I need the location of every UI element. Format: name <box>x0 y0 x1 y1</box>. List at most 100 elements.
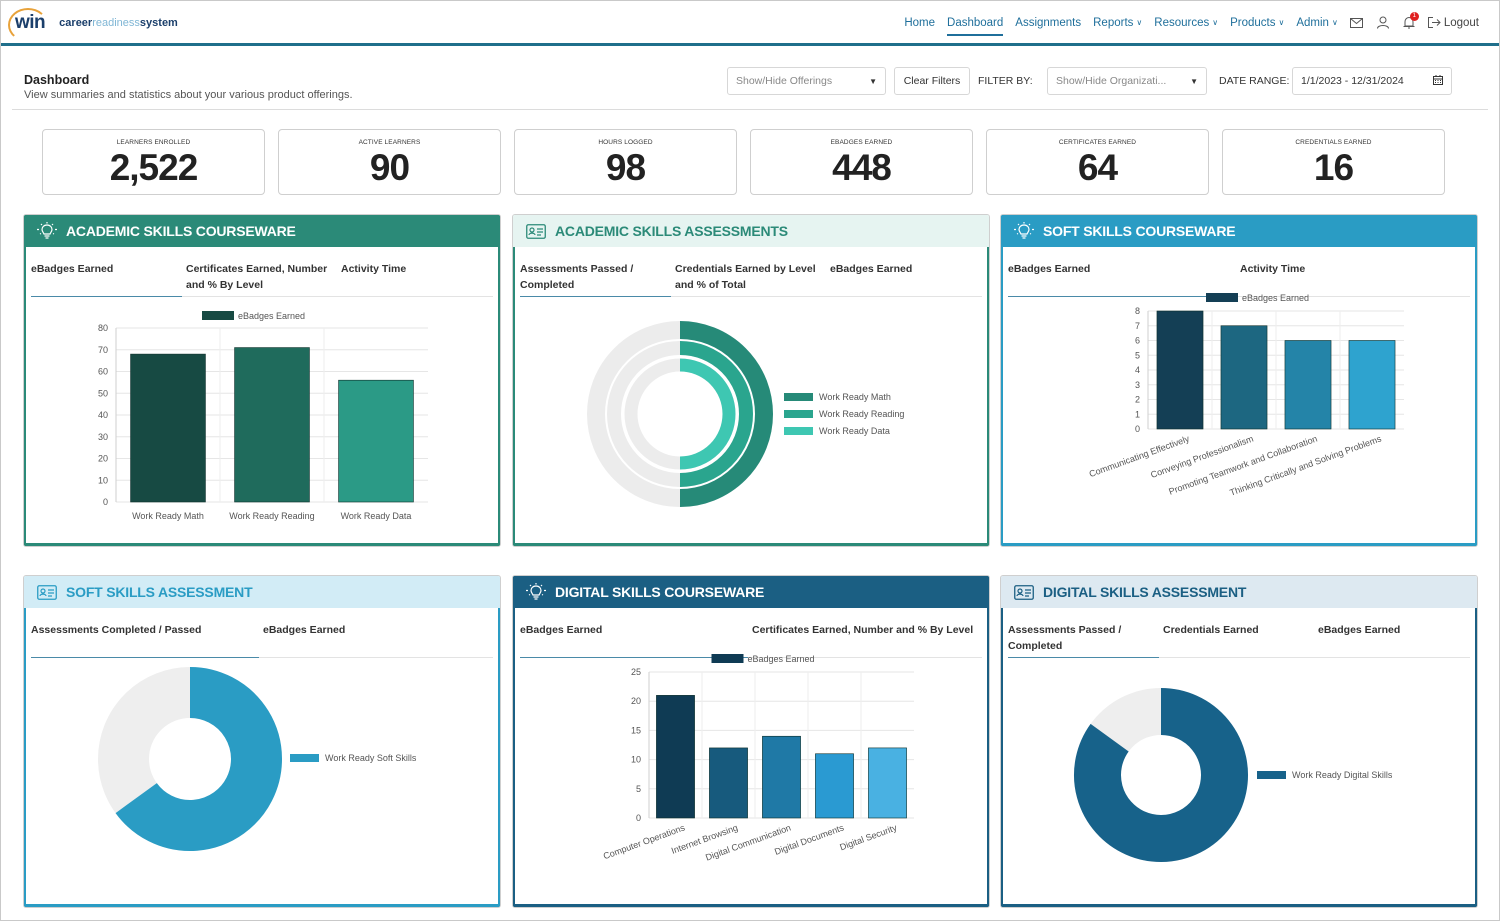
y-tick-label: 2 <box>1135 395 1140 405</box>
ring-segment <box>679 358 736 470</box>
tab-assessments-passed[interactable]: Assessments Passed / Completed <box>1008 622 1159 658</box>
x-tick-label: Digital Security <box>838 822 898 852</box>
academic-courseware-chart: 0 10 20 30 40 50 60 70 80 Work Ready Math Work Rea… <box>98 311 428 521</box>
nav-dashboard[interactable]: Dashboard <box>947 1 1004 44</box>
tab-ebadges-earned[interactable]: eBadges Earned <box>263 624 346 636</box>
legend-swatch <box>784 410 813 418</box>
y-tick-label: 0 <box>636 813 641 823</box>
tab-activity-time[interactable]: Activity Time <box>1240 263 1306 275</box>
tab-ebadges-earned[interactable]: eBadges Earned <box>1318 624 1401 636</box>
tab-ebadges-earned[interactable]: eBadges Earned <box>830 263 913 275</box>
panel-digital-courseware: DIGITAL SKILLS COURSEWARE eBadges Earned… <box>512 575 990 908</box>
tab-assessments-passed[interactable]: Assessments Passed / Completed <box>520 261 671 297</box>
y-tick-label: 0 <box>103 497 108 507</box>
logout-icon <box>1427 17 1441 28</box>
id-card-icon <box>525 222 547 240</box>
bar <box>338 379 414 503</box>
tab-credentials-earned[interactable]: Credentials Earned by Level and % of Tot… <box>675 263 816 291</box>
x-tick-label: Work Ready Data <box>341 511 412 521</box>
lightbulb-icon <box>525 583 547 601</box>
panel-tabs: Assessments Passed / Completed Credentia… <box>1008 622 1470 658</box>
tab-ebadges-earned[interactable]: eBadges Earned <box>31 261 182 297</box>
calendar-icon <box>1433 75 1443 87</box>
tab-assessments-completed[interactable]: Assessments Completed / Passed <box>31 622 259 658</box>
user-icon[interactable] <box>1376 16 1390 30</box>
y-tick-label: 5 <box>1135 350 1140 360</box>
page-subtitle: View summaries and statistics about your… <box>24 89 353 101</box>
mail-icon[interactable] <box>1350 16 1364 30</box>
stat-learners-enrolled: LEARNERS ENROLLED 2,522 <box>42 129 265 195</box>
bar <box>656 695 695 819</box>
top-navigation-bar: win careerreadinesssystem Home Dashboard… <box>1 1 1499 44</box>
nav-reports[interactable]: Reports ∨ <box>1093 16 1143 29</box>
bar <box>1156 310 1204 430</box>
stat-certificates-earned: CERTIFICATES EARNED 64 <box>986 129 1209 195</box>
nav-resources[interactable]: Resources ∨ <box>1154 16 1219 29</box>
panel-soft-courseware: SOFT SKILLS COURSEWARE eBadges Earned Ac… <box>1000 214 1478 547</box>
tab-certificates-earned[interactable]: Certificates Earned, Number and % By Lev… <box>186 263 328 291</box>
nav-assignments[interactable]: Assignments <box>1015 16 1082 29</box>
organization-dropdown[interactable]: Show/Hide Organizati... ▼ <box>1047 67 1207 95</box>
bar <box>1220 325 1268 430</box>
caret-down-icon: ▼ <box>1190 76 1198 86</box>
chevron-down-icon: ∨ <box>1212 18 1219 27</box>
clear-filters-button[interactable]: Clear Filters <box>894 67 970 95</box>
logo-text: careerreadinesssystem <box>59 17 178 29</box>
digital-assessment-chart: Work Ready Digital Skills <box>1074 688 1393 862</box>
lightbulb-icon <box>1013 222 1035 240</box>
section-divider <box>12 109 1488 110</box>
stat-hours-logged: HOURS LOGGED 98 <box>514 129 737 195</box>
bar <box>868 747 907 819</box>
tab-certificates-earned[interactable]: Certificates Earned, Number and % By Lev… <box>752 624 974 636</box>
legend-label: eBadges Earned <box>1242 293 1309 303</box>
y-tick-label: 30 <box>98 432 108 442</box>
chevron-down-icon: ∨ <box>1331 18 1338 27</box>
bell-icon[interactable]: 1 <box>1402 11 1419 30</box>
panel-header: SOFT SKILLS COURSEWARE <box>1001 215 1477 247</box>
panel-tabs: eBadges Earned Activity Time <box>1008 261 1470 297</box>
soft-courseware-chart: 0 1 2 3 4 5 6 7 8 Communicating EffectivelyConvey… <box>1088 293 1404 498</box>
legend-swatch <box>1206 293 1238 302</box>
tab-activity-time[interactable]: Activity Time <box>341 263 407 275</box>
legend-label: Work Ready Soft Skills <box>325 753 417 763</box>
x-tick-label: Work Ready Reading <box>229 511 314 521</box>
panel-tabs: Assessments Passed / Completed Credentia… <box>520 261 982 297</box>
x-tick-label: Conveying Professionalism <box>1149 433 1254 480</box>
legend-label: eBadges Earned <box>748 654 815 664</box>
header-accent-line <box>1 43 1499 46</box>
donut-segment <box>1074 688 1248 862</box>
y-tick-label: 80 <box>98 323 108 333</box>
stat-credentials-earned: CREDENTIALS EARNED 16 <box>1222 129 1445 195</box>
panel-academic-courseware: ACADEMIC SKILLS COURSEWARE eBadges Earne… <box>23 214 501 547</box>
stat-active-learners: ACTIVE LEARNERS 90 <box>278 129 501 195</box>
tab-ebadges-earned[interactable]: eBadges Earned <box>520 622 748 658</box>
legend-swatch <box>784 393 813 401</box>
x-tick-label: Work Ready Math <box>132 511 204 521</box>
legend-swatch <box>711 654 744 663</box>
panel-header: ACADEMIC SKILLS COURSEWARE <box>24 215 500 247</box>
y-tick-label: 60 <box>98 367 108 377</box>
logo[interactable]: win careerreadinesssystem <box>7 8 178 42</box>
lightbulb-icon <box>36 222 58 240</box>
tab-ebadges-earned[interactable]: eBadges Earned <box>1008 261 1236 297</box>
y-tick-label: 6 <box>1135 336 1140 346</box>
legend-label: Work Ready Digital Skills <box>1292 770 1393 780</box>
offerings-dropdown[interactable]: Show/Hide Offerings ▼ <box>727 67 886 95</box>
legend-swatch <box>1257 771 1286 779</box>
logout-button[interactable]: Logout <box>1427 17 1479 29</box>
filter-by-label: FILTER BY: <box>978 75 1033 87</box>
panel-tabs: eBadges Earned Certificates Earned, Numb… <box>520 622 982 658</box>
page-title: Dashboard <box>24 73 90 87</box>
y-tick-label: 15 <box>631 725 641 735</box>
academic-assessments-chart: Work Ready Math Work Ready Reading Work Re… <box>587 321 904 507</box>
nav-admin[interactable]: Admin ∨ <box>1296 16 1338 29</box>
tab-credentials-earned[interactable]: Credentials Earned <box>1163 624 1259 636</box>
id-card-icon <box>1013 583 1035 601</box>
nav-products[interactable]: Products ∨ <box>1230 16 1285 29</box>
date-range-input[interactable]: 1/1/2023 - 12/31/2024 <box>1292 67 1452 95</box>
main-nav: Home Dashboard Assignments Reports ∨ Reso… <box>892 1 1479 44</box>
y-tick-label: 3 <box>1135 380 1140 390</box>
nav-home[interactable]: Home <box>904 16 936 29</box>
legend-label: Work Ready Data <box>819 426 890 436</box>
